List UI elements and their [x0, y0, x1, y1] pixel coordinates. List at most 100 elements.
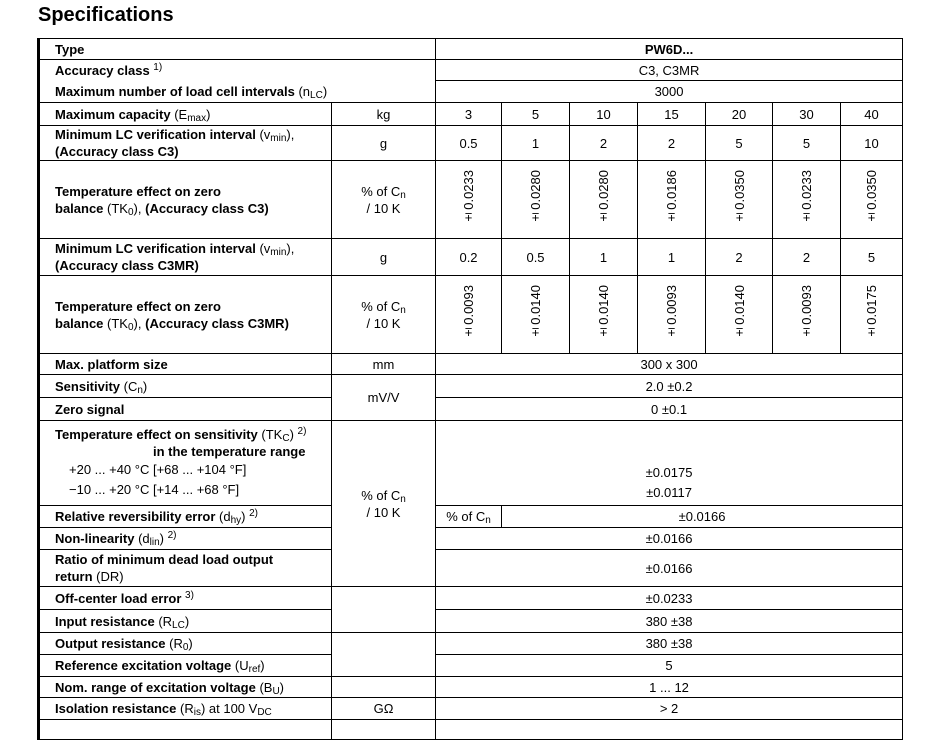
label-text: U: [272, 685, 280, 697]
spec-value: ±0.0186: [637, 160, 707, 239]
spec-value: 10: [569, 102, 639, 126]
label-text: Off-center load error: [55, 590, 186, 606]
table-row: Maximum number of load cell intervals (n…: [37, 80, 904, 103]
table-row: Relative reversibility error (dhy) 2) % o…: [38, 505, 904, 528]
spec-value: 2: [569, 125, 639, 161]
table-row: Non-linearity (dlin) 2) ±0.0166: [38, 527, 904, 550]
spec-value: 0.5: [501, 238, 571, 276]
unit-text: / 10 K: [366, 200, 401, 216]
spec-value: ±0.0233: [435, 586, 904, 610]
temperature-range: −10 ... +20 °C [+14 ... +68 °F]: [69, 482, 240, 497]
type-value: PW6D...: [435, 38, 904, 60]
spec-label: Ratio of minimum dead load output return …: [38, 549, 332, 587]
label-text: balance: [55, 200, 108, 216]
table-row: Minimum LC verification interval (vmin),…: [38, 238, 904, 276]
label-text: Temperature effect on sensitivity: [55, 427, 262, 442]
spec-value: 5: [840, 238, 904, 276]
accuracy-class-value: C3, C3MR: [435, 59, 904, 81]
spec-value: ±0.0280: [569, 160, 639, 239]
label-text: (Accuracy class C3MR): [55, 258, 199, 273]
label-text: ),: [286, 241, 295, 256]
spec-value: ±0.0280: [501, 160, 571, 239]
spec-label: Sensitivity (Cn): [38, 374, 332, 398]
spec-label: Temperature effect on zero balance (TK0),…: [38, 160, 332, 239]
spec-label: Nom. range of excitation voltage (BU): [38, 676, 332, 698]
table-row: Off-center load error 3) ±0.0233: [38, 586, 904, 633]
unit-text: % of C: [361, 487, 401, 503]
spec-value: 300 x 300: [435, 353, 904, 375]
spec-value: 5: [501, 102, 571, 126]
label-text: (C: [123, 378, 138, 394]
label-text: ): [289, 427, 298, 442]
label-text: Temperature effect on zero: [55, 183, 221, 199]
spec-unit: [330, 719, 437, 740]
spec-value-text: ±0.0186: [664, 170, 680, 225]
spec-value-text: ±0.0233: [799, 170, 815, 225]
label-text: ): [241, 509, 250, 524]
label-text: Input resistance: [55, 613, 159, 629]
label-text: Nom. range of excitation voltage: [55, 679, 260, 695]
spec-value: 20: [705, 102, 774, 126]
spec-value: ±0.0233: [772, 160, 842, 239]
label-text: Relative reversibility error: [55, 509, 220, 524]
spec-value-text: ±0.0175: [645, 465, 693, 480]
label-text: (TK: [107, 200, 128, 216]
spec-value: 0.2: [435, 238, 503, 276]
label-text: ): [322, 83, 328, 99]
spec-value-text: ±0.0175: [864, 285, 880, 340]
spec-value-text: ±0.0093: [461, 285, 477, 340]
label-text: Maximum number of load cell intervals: [55, 83, 299, 99]
table-row: Sensitivity (Cn) mV/V 2.0 ±0.2: [38, 374, 904, 421]
label-text: (B: [259, 679, 273, 695]
table-row: Input resistance (RLC) 380 ±38: [38, 609, 904, 633]
spec-value: 2: [705, 238, 774, 276]
table-row: Maximum capacity (Emax) kg 3 5 10 15 20 30 40: [38, 102, 904, 126]
footnote-ref: 1): [153, 61, 163, 73]
label-text: 0: [127, 206, 134, 218]
label-text: 0: [127, 321, 134, 333]
table-row: [38, 719, 904, 740]
spec-value: 2: [637, 125, 707, 161]
spec-unit: % of Cn/ 10 K: [330, 275, 437, 354]
label-text: (Accuracy class C3MR): [145, 315, 289, 331]
footnote-ref: 2): [297, 426, 307, 437]
spec-unit: mm: [330, 353, 437, 375]
specifications-table: Type PW6D... Accuracy class 1) C3, C3MR Maxi…: [37, 38, 904, 740]
label-text: ): [159, 531, 168, 546]
spec-unit: [330, 676, 437, 698]
spec-unit: GΩ: [330, 697, 437, 720]
spec-value: 1 ... 12: [435, 676, 904, 698]
spec-value: 3: [435, 102, 503, 126]
label-text: Sensitivity: [55, 378, 124, 394]
label-text: Minimum LC verification interval: [55, 127, 260, 142]
spec-value-text: ±0.0140: [731, 285, 747, 340]
label-text: return: [55, 569, 97, 584]
page-title: Specifications: [38, 4, 174, 26]
spec-value: 380 ±38: [435, 609, 904, 633]
spec-label: Isolation resistance (Ris) at 100 VDC: [38, 697, 332, 720]
spec-value-text: ±0.0117: [646, 485, 692, 500]
spec-value: 2: [772, 238, 842, 276]
spec-value: ±0.0140: [501, 275, 571, 354]
table-row: Reference excitation voltage (Uref) 5: [38, 654, 904, 677]
label-text: Non-linearity: [55, 531, 139, 546]
label-text: hy: [230, 515, 242, 526]
label-text: Isolation resistance: [55, 701, 180, 716]
label-text: (U: [234, 658, 249, 673]
spec-value: ±0.0175: [840, 275, 904, 354]
unit-subscript: n: [400, 189, 406, 201]
spec-value-text: ±0.0140: [596, 285, 612, 340]
label-text: (E: [174, 106, 188, 122]
spec-value-text: ±0.0140: [528, 285, 544, 340]
spec-value: ±0.0350: [705, 160, 774, 239]
spec-unit: mV/V: [330, 374, 437, 421]
label-text: (R: [158, 613, 173, 629]
label-text: (R: [180, 701, 194, 716]
spec-unit: [330, 632, 437, 677]
spec-label: Max. platform size: [38, 353, 332, 375]
label-text: is: [193, 707, 201, 718]
spec-value-text: ±0.0280: [528, 170, 544, 225]
label-text: DC: [257, 707, 272, 718]
label-text: ): [142, 378, 148, 394]
spec-value: 1: [569, 238, 639, 276]
